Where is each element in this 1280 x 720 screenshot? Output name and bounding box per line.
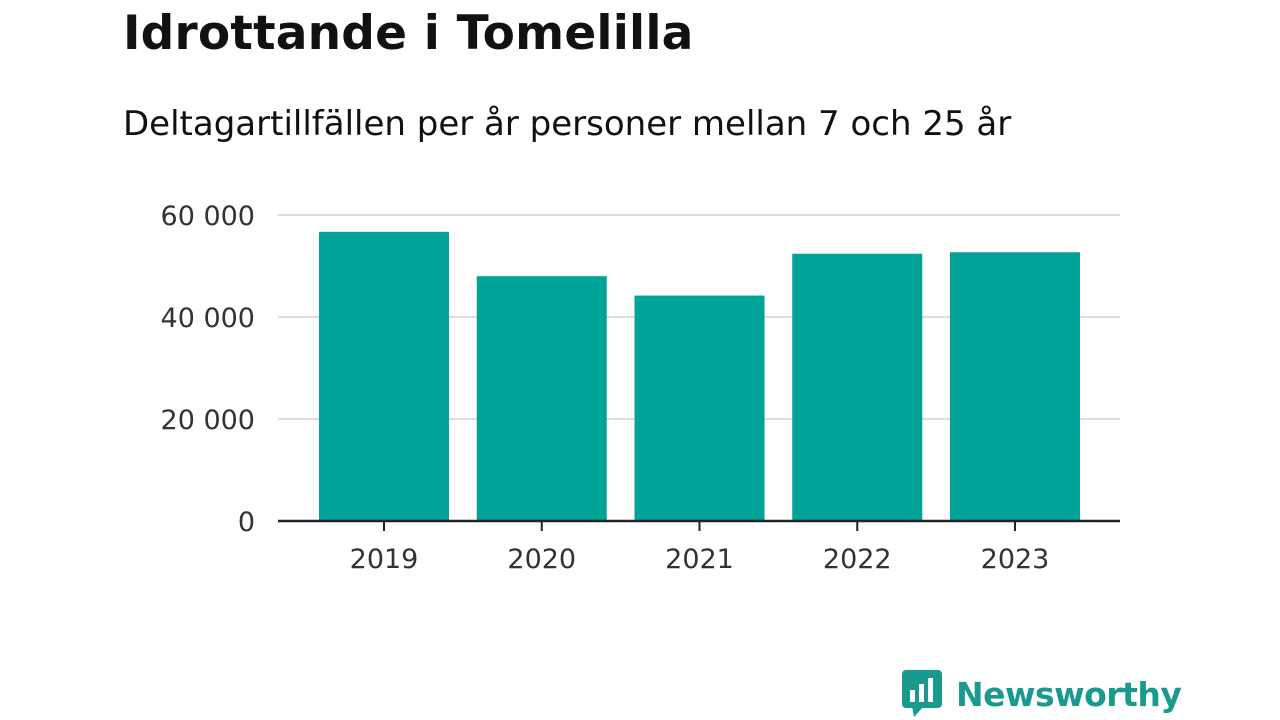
y-tick-label: 20 000 [161,405,255,436]
y-axis-tick-labels: 0 20 000 40 000 60 000 [161,201,255,538]
logo-text: Newsworthy [956,674,1182,714]
bar-2021 [634,295,765,521]
chart-subtitle: Deltagartillfällen per år personer mella… [123,104,1012,144]
chart-title: Idrottande i Tomelilla [123,6,694,61]
bar-chart: 0 20 000 40 000 60 000 2019 2020 2021 2022 2023 [161,201,1120,575]
x-tick-label: 2022 [823,544,892,575]
bar-2022 [792,253,923,521]
bars [319,231,1080,522]
x-axis [278,519,1120,531]
x-tick-label: 2020 [507,544,576,575]
y-tick-label: 40 000 [161,303,255,334]
x-tick-label: 2019 [350,544,419,575]
x-tick-label: 2023 [981,544,1050,575]
bar-2019 [319,231,449,521]
bar-chart-speech-bubble-icon [902,670,942,717]
y-tick-label: 0 [238,507,255,538]
y-tick-label: 60 000 [161,201,255,232]
x-axis-tick-labels: 2019 2020 2021 2022 2023 [350,544,1050,575]
bar-2023 [950,252,1080,522]
bar-2020 [476,276,607,521]
x-tick-label: 2021 [665,544,734,575]
newsworthy-logo: Newsworthy [902,670,1182,718]
